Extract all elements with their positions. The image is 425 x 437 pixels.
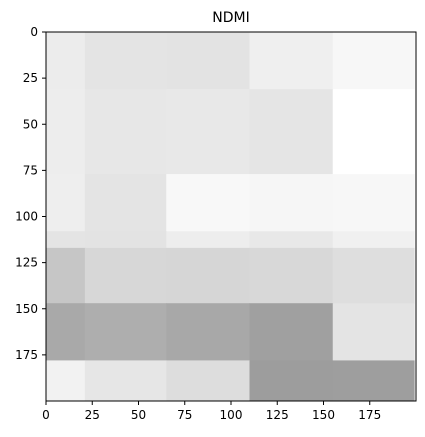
heatmap-cell <box>332 231 415 249</box>
heatmap-cell <box>84 303 167 361</box>
x-tick-label: 75 <box>177 408 192 422</box>
x-axis: 0 25 50 75 100 125 150 175 <box>42 401 381 422</box>
x-tick-label: 50 <box>131 408 146 422</box>
y-tick-label: 150 <box>15 302 38 316</box>
chart-title: NDMI <box>212 10 249 26</box>
heatmap-cell <box>46 303 86 361</box>
heatmap-cell <box>249 231 334 249</box>
heatmap-cell <box>84 231 167 249</box>
heatmap-cell <box>332 32 415 90</box>
heatmap-cell <box>46 360 86 402</box>
heatmap-cell <box>166 360 250 402</box>
y-tick-label: 100 <box>15 210 38 224</box>
heatmap-cell <box>249 174 334 232</box>
x-tick-label: 0 <box>42 408 50 422</box>
heatmap-cell <box>332 174 415 232</box>
y-tick-label: 0 <box>30 25 38 39</box>
heatmap-cell <box>166 89 250 175</box>
heatmap-cells <box>46 32 415 402</box>
heatmap-cell <box>249 360 334 402</box>
heatmap-cell <box>332 303 415 361</box>
heatmap-cell <box>166 32 250 90</box>
heatmap-cell <box>46 247 86 304</box>
y-tick-label: 175 <box>15 348 38 362</box>
heatmap-cell <box>249 89 334 175</box>
x-tick-label: 150 <box>312 408 335 422</box>
heatmap-cell <box>249 32 334 90</box>
heatmap-cell <box>166 174 250 232</box>
heatmap-cell <box>332 89 415 175</box>
heatmap-cell <box>46 32 86 90</box>
heatmap-cell <box>84 247 167 304</box>
x-tick-label: 25 <box>85 408 100 422</box>
x-tick-label: 175 <box>358 408 381 422</box>
y-tick-label: 50 <box>23 117 38 131</box>
heatmap-cell <box>249 247 334 304</box>
y-tick-label: 25 <box>23 71 38 85</box>
heatmap-cell <box>84 360 167 402</box>
heatmap-cell <box>84 32 167 90</box>
heatmap-cell <box>166 247 250 304</box>
y-tick-label: 125 <box>15 256 38 270</box>
heatmap-cell <box>249 303 334 361</box>
heatmap-cell <box>46 231 86 249</box>
heatmap-cell <box>332 360 415 402</box>
heatmap-cell <box>84 89 167 175</box>
heatmap-cell <box>332 247 415 304</box>
heatmap-cell <box>166 231 250 249</box>
heatmap-cell <box>84 174 167 232</box>
x-tick-label: 125 <box>266 408 289 422</box>
heatmap-cell <box>46 89 86 175</box>
y-tick-label: 75 <box>23 163 38 177</box>
y-axis: 0 25 50 75 100 125 150 175 <box>15 25 46 362</box>
heatmap-cell <box>166 303 250 361</box>
heatmap-cell <box>46 174 86 232</box>
x-tick-label: 100 <box>220 408 243 422</box>
